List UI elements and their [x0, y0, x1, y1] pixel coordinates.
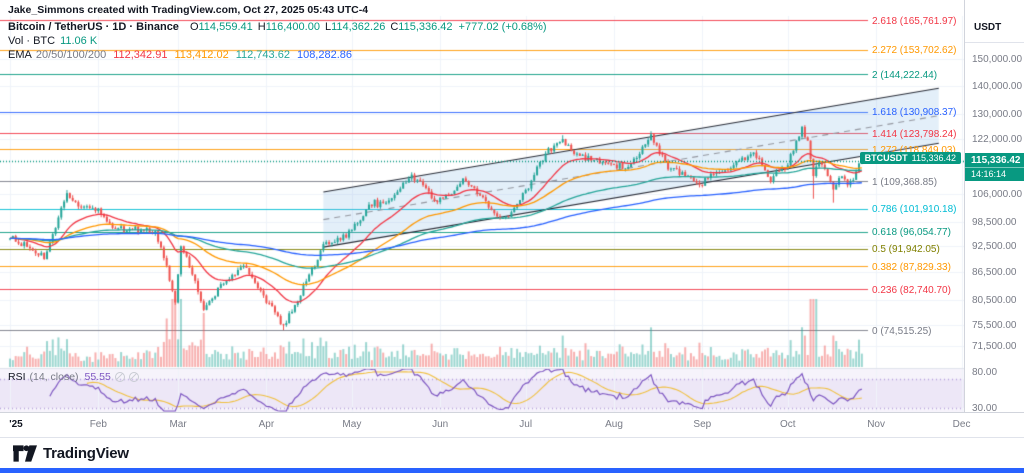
- rsi-params: (14, close): [29, 371, 79, 383]
- rsi-legend-row[interactable]: RSI (14, close) 55.55: [8, 371, 139, 383]
- price-axis-tick: 86,500.00: [972, 267, 1017, 279]
- time-axis-label: Sep: [693, 419, 712, 430]
- fib-level-label: 1 (109,368.85): [872, 176, 938, 188]
- fib-level-label: 2 (144,222.44): [872, 69, 938, 81]
- tradingview-brand-text: TradingView: [43, 444, 129, 462]
- tradingview-logo-link[interactable]: TradingView: [13, 445, 129, 462]
- open-value: 114,559.41: [198, 21, 253, 33]
- chart-canvas[interactable]: [0, 0, 964, 437]
- price-line-tag: BTCUSDT 115,336.42: [859, 152, 961, 164]
- open-label: O: [189, 21, 199, 33]
- symbol-legend: Bitcoin / TetherUS · 1D · Binance O114,55…: [8, 21, 547, 63]
- fib-level-label: 1.414 (123,798.24): [872, 128, 957, 140]
- price-change: +777.02 (+0.68%): [458, 21, 547, 33]
- bottom-accent-bar: [0, 468, 1024, 473]
- low-value: 114,362.26: [331, 21, 386, 33]
- volume-label: Vol · BTC: [8, 35, 56, 47]
- price-axis-tick: 130,000.00: [972, 109, 1023, 121]
- volume-value: 11.06 K: [60, 35, 98, 47]
- eye-icon[interactable]: [114, 372, 125, 382]
- time-axis-label: Aug: [605, 419, 623, 430]
- current-price-badge: 115,336.42: [965, 153, 1024, 167]
- rsi-axis-tick: 80.00: [972, 367, 998, 378]
- fib-level-label: 0.5 (91,942.05): [872, 244, 940, 256]
- ohlc-values: O114,559.41 H116,400.00 L114,362.26 C115,33…: [185, 21, 453, 33]
- rsi-axis-tick: 30.00: [972, 403, 998, 414]
- ema-value: 113,412.02: [174, 49, 229, 61]
- price-axis-tick: 106,000.00: [972, 188, 1023, 200]
- time-axis-label: Jul: [519, 419, 533, 430]
- bar-countdown-badge: 14:16:14: [965, 167, 1024, 181]
- fib-level-label: 2.272 (153,702.62): [872, 45, 957, 57]
- settings-icon[interactable]: [128, 372, 139, 382]
- time-axis-label: Mar: [169, 419, 187, 430]
- time-axis-label: Dec: [952, 419, 971, 430]
- ema-periods: 20/50/100/200: [35, 49, 107, 61]
- ema-label: EMA: [8, 49, 32, 61]
- time-axis-label: Oct: [779, 419, 796, 430]
- fib-level-label: 1.618 (130,908.37): [872, 107, 957, 119]
- high-value: 116,400.00: [265, 21, 320, 33]
- footer-toolbar: TradingView: [0, 437, 1024, 468]
- time-axis-label: Nov: [867, 419, 885, 430]
- axis-divider: [965, 42, 1024, 43]
- ema-legend-row[interactable]: EMA 20/50/100/200 112,342.91 113,412.02 112,…: [8, 49, 547, 62]
- price-axis-tick: 140,000.00: [972, 80, 1023, 92]
- close-label: C: [390, 21, 399, 33]
- price-axis-tick: 150,000.00: [972, 54, 1023, 65]
- fib-level-label: 2.618 (165,761.97): [872, 15, 957, 27]
- time-axis-label: '25: [9, 419, 23, 430]
- price-axis-tick: 98,500.00: [972, 216, 1017, 228]
- ema-value: 112,342.91: [113, 49, 168, 61]
- time-axis-label: May: [342, 419, 362, 430]
- low-label: L: [324, 21, 332, 33]
- high-label: H: [257, 21, 266, 33]
- price-axis-tick: 71,500.00: [972, 341, 1017, 353]
- rsi-value: 55.55: [84, 371, 111, 383]
- ema-value: 112,743.62: [235, 49, 290, 61]
- fib-level-label: 0.382 (87,829.33): [872, 261, 951, 273]
- price-axis-tick: 75,500.00: [972, 319, 1017, 331]
- price-axis-tick: 80,500.00: [972, 295, 1017, 307]
- symbol-title: Bitcoin / TetherUS · 1D · Binance: [8, 21, 179, 33]
- fib-level-label: 1.272 (118,849.03): [872, 144, 956, 156]
- price-axis-tick: 92,500.00: [972, 241, 1017, 253]
- time-axis-label: Feb: [89, 419, 107, 430]
- time-axis-label: Apr: [258, 419, 275, 430]
- attribution-text: Jake_Simmons created with TradingView.co…: [8, 4, 369, 16]
- rsi-title: RSI: [8, 371, 26, 383]
- fib-level-label: 0.786 (101,910.18): [872, 204, 957, 216]
- close-value: 115,336.42: [398, 21, 453, 33]
- price-line-tag-price: 115,336.42: [911, 153, 956, 163]
- time-axis-label: Jun: [432, 419, 449, 430]
- ema-value: 108,282.86: [296, 49, 353, 61]
- ema-values: 112,342.91 113,412.02 112,743.62 108,282.86: [106, 49, 352, 61]
- fib-level-label: 0.618 (96,054.77): [872, 227, 951, 239]
- volume-legend-row[interactable]: Vol · BTC 11.06 K: [8, 35, 547, 48]
- symbol-legend-row[interactable]: Bitcoin / TetherUS · 1D · Binance O114,55…: [8, 21, 547, 34]
- price-axis[interactable]: USDT 150,000.00 140,000.00 130,000.00 122,0…: [964, 0, 1024, 414]
- time-axis[interactable]: '25 Feb Mar Apr May Jun Jul Aug Sep Oct Nov Dec: [0, 412, 1024, 437]
- fib-level-label: 0 (74,515.25): [872, 325, 932, 337]
- axis-currency-label: USDT: [974, 22, 1002, 33]
- chart-area[interactable]: Jake_Simmons created with TradingView.co…: [0, 0, 964, 437]
- fib-level-label: 0.236 (82,740.70): [872, 284, 951, 296]
- price-line-tag-symbol: BTCUSDT: [864, 153, 908, 163]
- price-axis-tick: 122,000.00: [972, 134, 1023, 146]
- tradingview-logo-icon: [13, 444, 37, 462]
